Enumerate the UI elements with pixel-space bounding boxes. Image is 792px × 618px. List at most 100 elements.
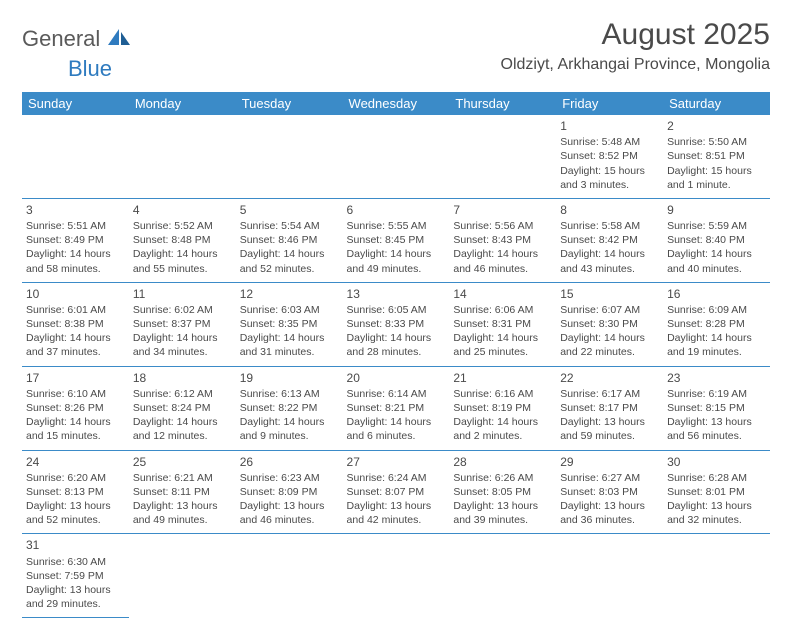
- day-number: 30: [667, 454, 766, 470]
- daylight-line: Daylight: 13 hours and 56 minutes.: [667, 415, 766, 443]
- day-number: 23: [667, 370, 766, 386]
- sunrise-line: Sunrise: 6:19 AM: [667, 387, 766, 401]
- dayhead-thu: Thursday: [449, 92, 556, 115]
- sunset-line: Sunset: 8:30 PM: [560, 317, 659, 331]
- day-number: 10: [26, 286, 125, 302]
- daylight-line: Daylight: 13 hours and 52 minutes.: [26, 499, 125, 527]
- calendar-cell: [22, 115, 129, 198]
- sunrise-line: Sunrise: 6:17 AM: [560, 387, 659, 401]
- daylight-line: Daylight: 14 hours and 22 minutes.: [560, 331, 659, 359]
- sunset-line: Sunset: 8:33 PM: [347, 317, 446, 331]
- location-text: Oldziyt, Arkhangai Province, Mongolia: [501, 56, 770, 74]
- calendar-cell: 21Sunrise: 6:16 AMSunset: 8:19 PMDayligh…: [449, 366, 556, 450]
- sunset-line: Sunset: 8:43 PM: [453, 233, 552, 247]
- sunrise-line: Sunrise: 5:50 AM: [667, 135, 766, 149]
- calendar-cell: [129, 534, 236, 618]
- title-block: August 2025 Oldziyt, Arkhangai Province,…: [501, 18, 770, 74]
- sunrise-line: Sunrise: 6:07 AM: [560, 303, 659, 317]
- daylight-line: Daylight: 14 hours and 37 minutes.: [26, 331, 125, 359]
- day-number: 21: [453, 370, 552, 386]
- sunrise-line: Sunrise: 5:52 AM: [133, 219, 232, 233]
- daylight-line: Daylight: 13 hours and 42 minutes.: [347, 499, 446, 527]
- daylight-line: Daylight: 14 hours and 31 minutes.: [240, 331, 339, 359]
- calendar-cell: 7Sunrise: 5:56 AMSunset: 8:43 PMDaylight…: [449, 198, 556, 282]
- calendar-cell: [556, 534, 663, 618]
- calendar-cell: 23Sunrise: 6:19 AMSunset: 8:15 PMDayligh…: [663, 366, 770, 450]
- day-number: 20: [347, 370, 446, 386]
- sunrise-line: Sunrise: 5:55 AM: [347, 219, 446, 233]
- daylight-line: Daylight: 14 hours and 34 minutes.: [133, 331, 232, 359]
- calendar-cell: 19Sunrise: 6:13 AMSunset: 8:22 PMDayligh…: [236, 366, 343, 450]
- sunset-line: Sunset: 8:15 PM: [667, 401, 766, 415]
- sunset-line: Sunset: 8:22 PM: [240, 401, 339, 415]
- logo: General: [22, 26, 134, 52]
- calendar-row: 31Sunrise: 6:30 AMSunset: 7:59 PMDayligh…: [22, 534, 770, 618]
- sunrise-line: Sunrise: 6:23 AM: [240, 471, 339, 485]
- calendar-cell: [343, 115, 450, 198]
- calendar-cell: [236, 115, 343, 198]
- sunset-line: Sunset: 8:05 PM: [453, 485, 552, 499]
- calendar-cell: 15Sunrise: 6:07 AMSunset: 8:30 PMDayligh…: [556, 282, 663, 366]
- calendar-cell: 13Sunrise: 6:05 AMSunset: 8:33 PMDayligh…: [343, 282, 450, 366]
- day-number: 19: [240, 370, 339, 386]
- daylight-line: Daylight: 15 hours and 3 minutes.: [560, 164, 659, 192]
- sunset-line: Sunset: 8:13 PM: [26, 485, 125, 499]
- day-number: 1: [560, 118, 659, 134]
- calendar-row: 3Sunrise: 5:51 AMSunset: 8:49 PMDaylight…: [22, 198, 770, 282]
- calendar-cell: 14Sunrise: 6:06 AMSunset: 8:31 PMDayligh…: [449, 282, 556, 366]
- daylight-line: Daylight: 13 hours and 49 minutes.: [133, 499, 232, 527]
- calendar-cell: 28Sunrise: 6:26 AMSunset: 8:05 PMDayligh…: [449, 450, 556, 534]
- sunset-line: Sunset: 8:07 PM: [347, 485, 446, 499]
- day-number: 29: [560, 454, 659, 470]
- calendar-cell: [236, 534, 343, 618]
- sunrise-line: Sunrise: 6:10 AM: [26, 387, 125, 401]
- sunrise-line: Sunrise: 6:06 AM: [453, 303, 552, 317]
- calendar-cell: 16Sunrise: 6:09 AMSunset: 8:28 PMDayligh…: [663, 282, 770, 366]
- calendar-cell: 2Sunrise: 5:50 AMSunset: 8:51 PMDaylight…: [663, 115, 770, 198]
- sunset-line: Sunset: 8:51 PM: [667, 149, 766, 163]
- sunset-line: Sunset: 8:46 PM: [240, 233, 339, 247]
- calendar-row: 17Sunrise: 6:10 AMSunset: 8:26 PMDayligh…: [22, 366, 770, 450]
- calendar-cell: 24Sunrise: 6:20 AMSunset: 8:13 PMDayligh…: [22, 450, 129, 534]
- sunset-line: Sunset: 8:49 PM: [26, 233, 125, 247]
- sunset-line: Sunset: 8:40 PM: [667, 233, 766, 247]
- daylight-line: Daylight: 13 hours and 46 minutes.: [240, 499, 339, 527]
- daylight-line: Daylight: 14 hours and 46 minutes.: [453, 247, 552, 275]
- sunset-line: Sunset: 8:09 PM: [240, 485, 339, 499]
- calendar-cell: 20Sunrise: 6:14 AMSunset: 8:21 PMDayligh…: [343, 366, 450, 450]
- sunset-line: Sunset: 8:03 PM: [560, 485, 659, 499]
- sunrise-line: Sunrise: 6:28 AM: [667, 471, 766, 485]
- sunset-line: Sunset: 7:59 PM: [26, 569, 125, 583]
- sunrise-line: Sunrise: 6:21 AM: [133, 471, 232, 485]
- calendar-cell: [449, 115, 556, 198]
- calendar-cell: 17Sunrise: 6:10 AMSunset: 8:26 PMDayligh…: [22, 366, 129, 450]
- sunrise-line: Sunrise: 6:03 AM: [240, 303, 339, 317]
- daylight-line: Daylight: 14 hours and 2 minutes.: [453, 415, 552, 443]
- dayhead-sun: Sunday: [22, 92, 129, 115]
- calendar-cell: 22Sunrise: 6:17 AMSunset: 8:17 PMDayligh…: [556, 366, 663, 450]
- daylight-line: Daylight: 15 hours and 1 minute.: [667, 164, 766, 192]
- daylight-line: Daylight: 14 hours and 25 minutes.: [453, 331, 552, 359]
- calendar-cell: 29Sunrise: 6:27 AMSunset: 8:03 PMDayligh…: [556, 450, 663, 534]
- sunrise-line: Sunrise: 6:14 AM: [347, 387, 446, 401]
- day-number: 28: [453, 454, 552, 470]
- daylight-line: Daylight: 14 hours and 52 minutes.: [240, 247, 339, 275]
- sunset-line: Sunset: 8:45 PM: [347, 233, 446, 247]
- calendar-cell: 10Sunrise: 6:01 AMSunset: 8:38 PMDayligh…: [22, 282, 129, 366]
- daylight-line: Daylight: 13 hours and 32 minutes.: [667, 499, 766, 527]
- daylight-line: Daylight: 14 hours and 43 minutes.: [560, 247, 659, 275]
- day-number: 9: [667, 202, 766, 218]
- calendar-cell: 3Sunrise: 5:51 AMSunset: 8:49 PMDaylight…: [22, 198, 129, 282]
- day-header-row: Sunday Monday Tuesday Wednesday Thursday…: [22, 92, 770, 115]
- day-number: 12: [240, 286, 339, 302]
- daylight-line: Daylight: 13 hours and 59 minutes.: [560, 415, 659, 443]
- daylight-line: Daylight: 13 hours and 36 minutes.: [560, 499, 659, 527]
- daylight-line: Daylight: 14 hours and 12 minutes.: [133, 415, 232, 443]
- day-number: 22: [560, 370, 659, 386]
- calendar-cell: 6Sunrise: 5:55 AMSunset: 8:45 PMDaylight…: [343, 198, 450, 282]
- sunset-line: Sunset: 8:35 PM: [240, 317, 339, 331]
- sunset-line: Sunset: 8:31 PM: [453, 317, 552, 331]
- daylight-line: Daylight: 14 hours and 58 minutes.: [26, 247, 125, 275]
- calendar-cell: 18Sunrise: 6:12 AMSunset: 8:24 PMDayligh…: [129, 366, 236, 450]
- logo-sail-icon: [106, 27, 132, 52]
